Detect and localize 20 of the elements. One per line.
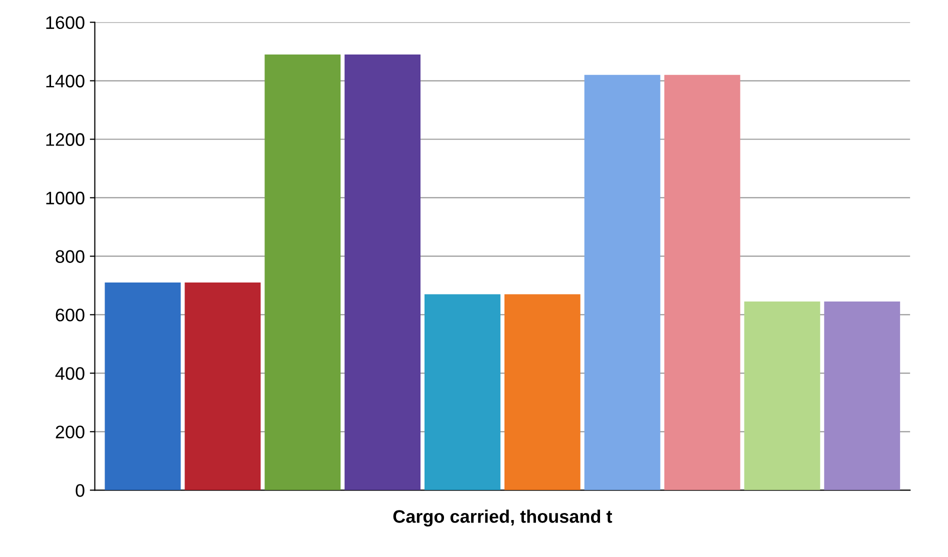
bar bbox=[744, 302, 820, 490]
bar bbox=[584, 74, 660, 490]
y-tick-label: 1400 bbox=[46, 74, 84, 88]
y-tick-label: 1600 bbox=[46, 16, 84, 29]
y-tick-label: 600 bbox=[56, 308, 84, 322]
y-tick-label: 200 bbox=[56, 426, 84, 438]
bar bbox=[824, 302, 900, 490]
y-tick-label: 800 bbox=[56, 250, 84, 263]
bar bbox=[664, 74, 740, 490]
bar bbox=[184, 282, 261, 490]
bar bbox=[424, 294, 500, 490]
y-tick-label: 0 bbox=[76, 484, 84, 497]
bar bbox=[344, 54, 421, 490]
y-tick-label: 1000 bbox=[46, 192, 84, 204]
bar bbox=[504, 294, 580, 490]
y-tick-label: 1200 bbox=[46, 133, 84, 146]
y-tick-label: 400 bbox=[55, 367, 84, 380]
bar bbox=[264, 54, 341, 490]
bar bbox=[104, 282, 181, 490]
x-axis-title: Cargo carried, thousand t bbox=[393, 510, 612, 527]
